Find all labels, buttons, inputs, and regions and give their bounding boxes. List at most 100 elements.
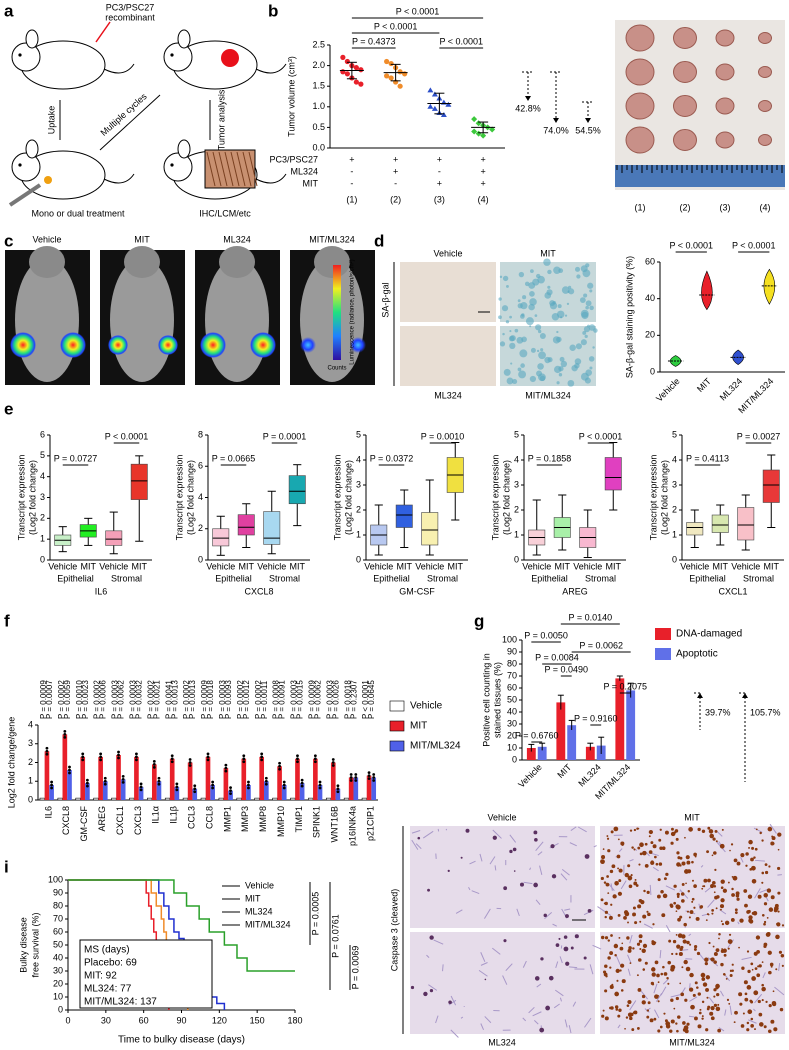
y-tick-label: 100	[48, 874, 63, 884]
tissue-fiber	[653, 983, 658, 994]
ihc-texture	[242, 151, 252, 187]
stain-spot	[506, 284, 509, 288]
tissue-fiber	[552, 923, 558, 927]
tissue-fiber	[635, 849, 638, 851]
image-label: MIT/ML324	[309, 234, 355, 244]
y-tick-label: 60	[507, 682, 517, 692]
positive-cell	[770, 895, 775, 900]
stain-label: Caspase 3 (cleaved)	[389, 889, 399, 972]
positive-cell	[730, 843, 734, 846]
positive-cell	[727, 881, 730, 884]
positive-cell	[679, 982, 682, 985]
point	[480, 132, 487, 139]
tissue-fiber	[555, 961, 559, 969]
stain-spot	[589, 305, 594, 311]
stain-spot	[579, 297, 586, 304]
positive-cell	[670, 1019, 675, 1024]
positive-cell	[761, 961, 764, 963]
mouse-head-image	[124, 246, 160, 278]
increase-label: 105.7%	[750, 707, 781, 717]
point	[384, 58, 390, 65]
positive-cell	[694, 944, 698, 949]
x-tick-label: IL1α	[151, 806, 161, 824]
replicate	[247, 786, 250, 790]
stain-spot	[584, 334, 588, 339]
replicate	[229, 792, 232, 796]
bar	[626, 690, 636, 760]
y-tick-label: 10	[53, 991, 63, 1001]
stain-spot	[592, 346, 595, 349]
tissue-fiber	[468, 886, 471, 891]
label: PC3/PSC27	[106, 2, 155, 12]
group-label: Epithelial	[215, 573, 252, 583]
image-label: ML324	[488, 1037, 516, 1047]
box	[711, 514, 729, 533]
positive-cell	[658, 838, 662, 842]
positive-cell	[728, 933, 732, 936]
p-value: P = 0.0003	[218, 680, 227, 719]
positive-cell	[754, 967, 758, 971]
positive-cell	[703, 878, 708, 883]
y-tick-label: 4	[672, 454, 677, 464]
y-tick-label: 40	[645, 293, 655, 303]
x-tick-label: MIT	[713, 561, 729, 571]
tissue-fiber	[484, 1016, 492, 1024]
bar	[330, 762, 336, 800]
positive-cell	[703, 885, 706, 888]
x-axis-label: Time to bulky disease (days)	[118, 1035, 245, 1046]
positive-cell	[691, 860, 694, 864]
replicate	[85, 781, 89, 785]
positive-cell	[736, 897, 740, 901]
panel-label: f	[4, 611, 10, 630]
tissue-fiber	[592, 944, 602, 950]
positive-cell	[637, 904, 642, 909]
bar	[353, 777, 359, 800]
y-tick-label: 8	[198, 429, 203, 439]
positive-cell	[676, 944, 681, 949]
positive-cell	[657, 1029, 661, 1033]
point	[489, 126, 496, 133]
tissue-fiber	[754, 859, 765, 862]
positive-cell	[736, 861, 741, 866]
positive-cell	[756, 949, 760, 954]
group-label: Epithelial	[57, 573, 94, 583]
positive-cell	[423, 991, 428, 997]
bar	[187, 762, 193, 800]
group-label: Stromal	[743, 573, 774, 583]
y-tick-label: 40	[507, 706, 517, 716]
positive-cell	[692, 993, 696, 997]
tissue-fiber	[577, 826, 587, 833]
positive-cell	[689, 972, 694, 978]
positive-cell	[730, 918, 735, 922]
mouse-tail	[103, 173, 135, 184]
positive-cell	[761, 839, 764, 842]
tissue-fiber	[627, 954, 632, 964]
label: Mono or dual treatment	[31, 208, 125, 218]
positive-cell	[714, 868, 717, 871]
positive-cell	[686, 940, 690, 945]
positive-cell	[631, 846, 634, 849]
replicate	[318, 780, 322, 784]
median-label: MIT: 92	[84, 971, 117, 982]
y-tick-label: 1	[672, 529, 677, 539]
replicate	[117, 756, 120, 760]
positive-cell	[619, 969, 622, 972]
replicate	[260, 752, 264, 756]
positive-cell	[667, 982, 670, 985]
mouse-ear	[177, 139, 191, 159]
x-tick-label: 60	[139, 1015, 149, 1025]
positive-cell	[685, 855, 690, 860]
stain-image	[400, 262, 496, 322]
y-axis-label: SA-β-gal staining positivity (%)	[624, 256, 634, 378]
positive-cell	[763, 922, 766, 926]
positive-cell	[605, 975, 608, 978]
positive-cell	[648, 829, 653, 835]
tissue-fiber	[754, 888, 761, 899]
y-tick-label: 0	[28, 794, 33, 804]
bar	[200, 797, 206, 801]
replicate	[313, 757, 317, 761]
positive-cell	[763, 1025, 767, 1029]
tissue-fiber	[522, 1017, 527, 1022]
stain-label: SA-β-gal	[380, 282, 390, 317]
bar	[218, 797, 224, 801]
